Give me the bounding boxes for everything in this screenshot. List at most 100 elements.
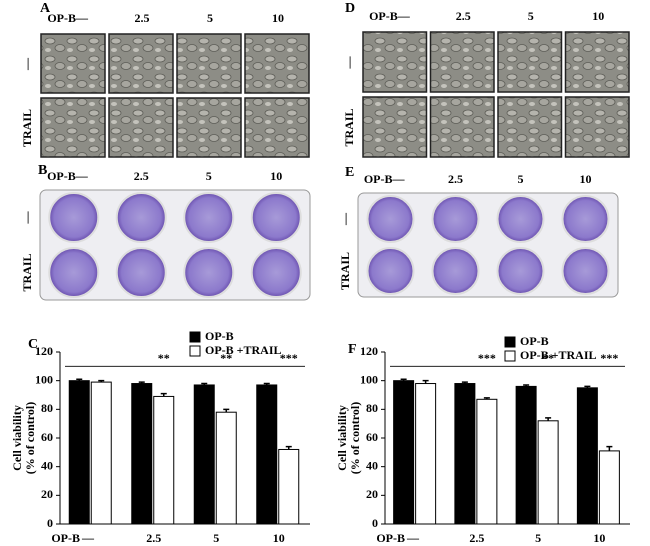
micrograph [497,31,563,93]
concentration-label: — [75,11,89,25]
error-bar [223,408,230,413]
y-tick-label: 0 [47,516,53,530]
error-bar [76,378,83,381]
well [48,247,100,298]
concentration-label: — [397,9,411,23]
micrograph [244,97,310,158]
concentration-label: 2.5 [448,172,463,186]
concentration-label: 10 [592,9,604,23]
micrograph [362,96,428,158]
panel-letter: F [348,342,357,357]
y-tick-label: 20 [366,487,378,501]
concentration-label: 2.5 [135,11,150,25]
y-tick-label: 100 [35,372,53,386]
bar [415,383,437,525]
micrograph [40,97,106,158]
bar [193,384,215,525]
bar [153,395,175,525]
concentration-label: — [392,172,406,186]
y-tick-label: 60 [41,430,53,444]
row-label: — [338,212,352,226]
bar [90,381,112,525]
error-bar [201,382,208,385]
error-bar [285,445,292,450]
error-bar [606,445,613,451]
bar [537,420,559,525]
y-tick-label: 80 [366,401,378,415]
treatment-label: OP-B [369,9,398,23]
well [366,247,415,295]
y-axis-label: Cell viability [10,405,24,471]
row-label: — [20,57,34,71]
x-axis-label: OP-B [376,531,405,545]
legend-label: OP-B [205,329,234,343]
well [115,192,167,243]
error-bar [160,392,167,397]
x-tick-label: — [81,531,95,545]
error-bar [400,378,407,381]
legend-swatch [504,350,516,362]
significance-label: *** [478,351,496,365]
y-tick-label: 60 [366,430,378,444]
x-tick-label: 5 [535,531,541,545]
y-axis-label: (% of control) [23,402,37,474]
bar [515,385,537,525]
legend-swatch [189,345,201,357]
concentration-label: 5 [206,169,212,183]
row-label: TRAIL [338,252,352,290]
concentration-label: — [75,169,89,183]
y-tick-label: 20 [41,487,53,501]
error-bar [483,397,490,400]
micrograph [429,96,495,158]
y-tick-label: 0 [372,516,378,530]
panel-letter: D [345,1,355,16]
micrograph [244,33,310,94]
y-tick-label: 40 [41,458,53,472]
concentration-label: 5 [528,9,534,23]
well [561,247,610,295]
treatment-label: OP-B [364,172,393,186]
micrograph [40,33,106,94]
well [431,247,480,295]
micrograph [362,31,428,93]
row-label: TRAIL [20,109,34,147]
y-tick-label: 40 [366,458,378,472]
plate [39,189,311,301]
error-bar [545,417,552,421]
concentration-label: 2.5 [134,169,149,183]
micrograph [564,31,630,93]
bar [68,380,90,525]
micrograph [564,96,630,158]
error-bar [422,379,429,384]
significance-label: *** [600,351,618,365]
legend-label: OP-B [520,334,549,348]
y-tick-label: 80 [41,401,53,415]
micrograph [108,33,174,94]
bar [256,384,278,525]
panel-letter: E [345,165,354,180]
y-axis-label: Cell viability [335,405,349,471]
bar [454,383,476,525]
concentration-label: 2.5 [456,9,471,23]
error-bar [263,382,270,385]
well [250,247,302,298]
concentration-label: 10 [272,11,284,25]
x-tick-label: 5 [213,531,219,545]
legend-swatch [189,331,201,343]
y-tick-label: 100 [360,372,378,386]
error-bar [584,385,591,388]
x-tick-label: 2.5 [146,531,161,545]
legend-label: OP-B +TRAIL [520,348,597,362]
well [183,247,235,298]
bar [598,450,620,525]
micrograph [429,31,495,93]
significance-label: ** [158,351,170,365]
significance-label: ** [220,351,232,365]
treatment-label: OP-B [47,11,76,25]
well [496,247,545,295]
micrograph [176,33,242,94]
significance-label: ** [542,351,554,365]
error-bar [98,379,105,383]
concentration-label: 10 [270,169,282,183]
